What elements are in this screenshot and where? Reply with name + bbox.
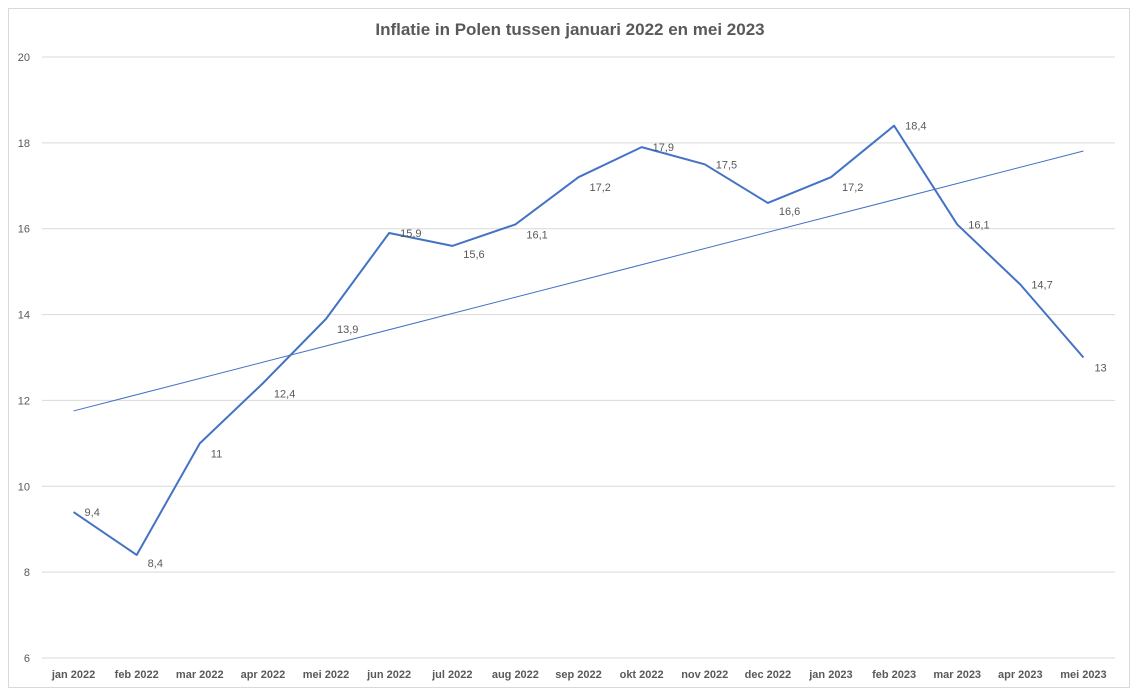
y-tick-label: 6	[24, 653, 30, 665]
x-tick-label: aug 2022	[492, 669, 539, 681]
x-tick-label: mar 2022	[176, 669, 224, 681]
data-label: 11	[211, 448, 222, 460]
x-tick-label: jan 2022	[51, 669, 95, 681]
data-label: 13	[1094, 363, 1106, 375]
data-label: 8,4	[148, 558, 163, 570]
x-tick-label: mei 2022	[303, 669, 349, 681]
chart-area	[8, 8, 1130, 688]
y-tick-label: 12	[18, 395, 30, 407]
y-tick-label: 16	[18, 224, 30, 236]
x-tick-label: nov 2022	[681, 669, 728, 681]
x-tick-label: jan 2023	[808, 669, 852, 681]
data-label: 17,5	[716, 159, 737, 171]
data-label: 14,7	[1031, 280, 1052, 292]
data-label: 9,4	[85, 507, 100, 519]
x-tick-label: feb 2022	[115, 669, 159, 681]
y-tick-label: 18	[18, 138, 30, 150]
data-label: 15,9	[400, 228, 421, 240]
chart-title: Inflatie in Polen tussen januari 2022 en…	[375, 20, 765, 39]
x-tick-label: dec 2022	[745, 669, 791, 681]
series-layer	[72, 124, 1085, 556]
data-label: 15,6	[463, 249, 484, 261]
y-tick-label: 8	[24, 567, 30, 579]
data-labels: 9,4 8,4 11 12,4 13,9 15,9 15,6 16,1 17,2 17,9 17,5…	[85, 121, 1107, 570]
x-tick-label: jun 2022	[366, 669, 411, 681]
y-axis-ticks: 6 8 10 12 14 16 18 20	[18, 52, 30, 665]
x-tick-label: apr 2022	[241, 669, 286, 681]
y-tick-label: 20	[18, 52, 30, 64]
data-label: 16,1	[526, 229, 547, 241]
x-tick-label: mar 2023	[933, 669, 981, 681]
data-label: 16,1	[968, 219, 989, 231]
x-tick-label: apr 2023	[998, 669, 1043, 681]
gridlines	[42, 56, 1115, 659]
x-tick-label: sep 2022	[555, 669, 601, 681]
data-label: 18,4	[905, 121, 926, 133]
series-line	[72, 124, 1085, 556]
data-label: 13,9	[337, 324, 358, 336]
x-tick-label: jul 2022	[431, 669, 472, 681]
y-tick-label: 10	[18, 481, 30, 493]
x-tick-label: feb 2023	[872, 669, 916, 681]
data-label: 12,4	[274, 388, 295, 400]
x-tick-label: okt 2022	[620, 669, 664, 681]
trendline-layer	[73, 150, 1084, 412]
data-label: 17,2	[842, 182, 863, 194]
data-label: 17,2	[590, 182, 611, 194]
data-label: 16,6	[779, 206, 800, 218]
trendline	[73, 150, 1084, 412]
data-label: 17,9	[653, 142, 674, 154]
x-tick-label: mei 2023	[1060, 669, 1106, 681]
x-axis-ticks: jan 2022 feb 2022 mar 2022 apr 2022 mei 2022…	[51, 669, 1107, 681]
y-tick-label: 14	[18, 310, 30, 322]
